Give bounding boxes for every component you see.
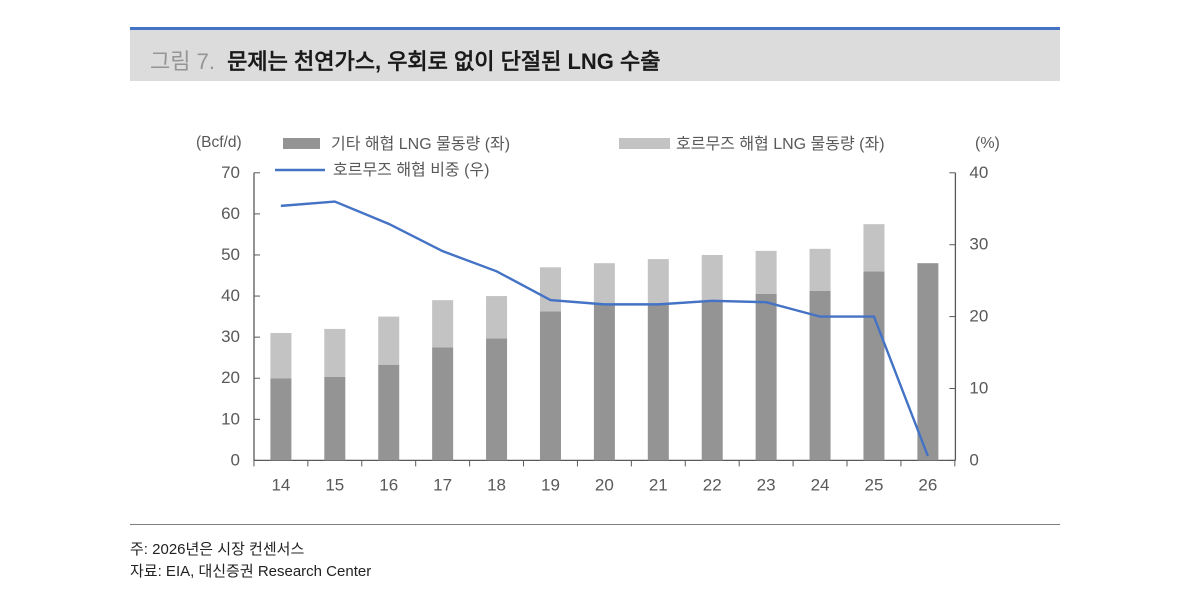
svg-text:50: 50 (221, 245, 240, 264)
svg-text:0: 0 (231, 450, 240, 469)
svg-text:30: 30 (969, 235, 988, 254)
svg-text:호르무즈 해협 LNG 물동량 (좌): 호르무즈 해협 LNG 물동량 (좌) (676, 135, 885, 153)
svg-text:20: 20 (221, 368, 240, 387)
svg-text:23: 23 (757, 475, 776, 494)
svg-text:(%): (%) (975, 135, 1000, 152)
svg-text:19: 19 (541, 475, 560, 494)
svg-text:18: 18 (487, 475, 506, 494)
svg-text:호르무즈 해협 비중 (우): 호르무즈 해협 비중 (우) (333, 161, 489, 179)
svg-text:(Bcf/d): (Bcf/d) (196, 134, 242, 151)
svg-text:14: 14 (271, 475, 290, 494)
svg-text:16: 16 (379, 475, 398, 494)
svg-text:30: 30 (221, 327, 240, 346)
svg-text:24: 24 (811, 475, 830, 494)
svg-text:40: 40 (221, 286, 240, 305)
svg-text:70: 70 (221, 163, 240, 182)
svg-text:17: 17 (433, 475, 452, 494)
svg-text:60: 60 (221, 204, 240, 223)
svg-text:20: 20 (969, 307, 988, 326)
svg-text:10: 10 (969, 379, 988, 398)
svg-text:26: 26 (918, 475, 937, 494)
svg-text:0: 0 (969, 450, 978, 469)
svg-text:15: 15 (325, 475, 344, 494)
svg-text:25: 25 (864, 475, 883, 494)
svg-text:21: 21 (649, 475, 668, 494)
svg-text:20: 20 (595, 475, 614, 494)
svg-text:기타 해협 LNG 물동량 (좌): 기타 해협 LNG 물동량 (좌) (331, 135, 510, 153)
svg-text:40: 40 (969, 163, 988, 182)
svg-text:22: 22 (703, 475, 722, 494)
svg-text:10: 10 (221, 409, 240, 428)
